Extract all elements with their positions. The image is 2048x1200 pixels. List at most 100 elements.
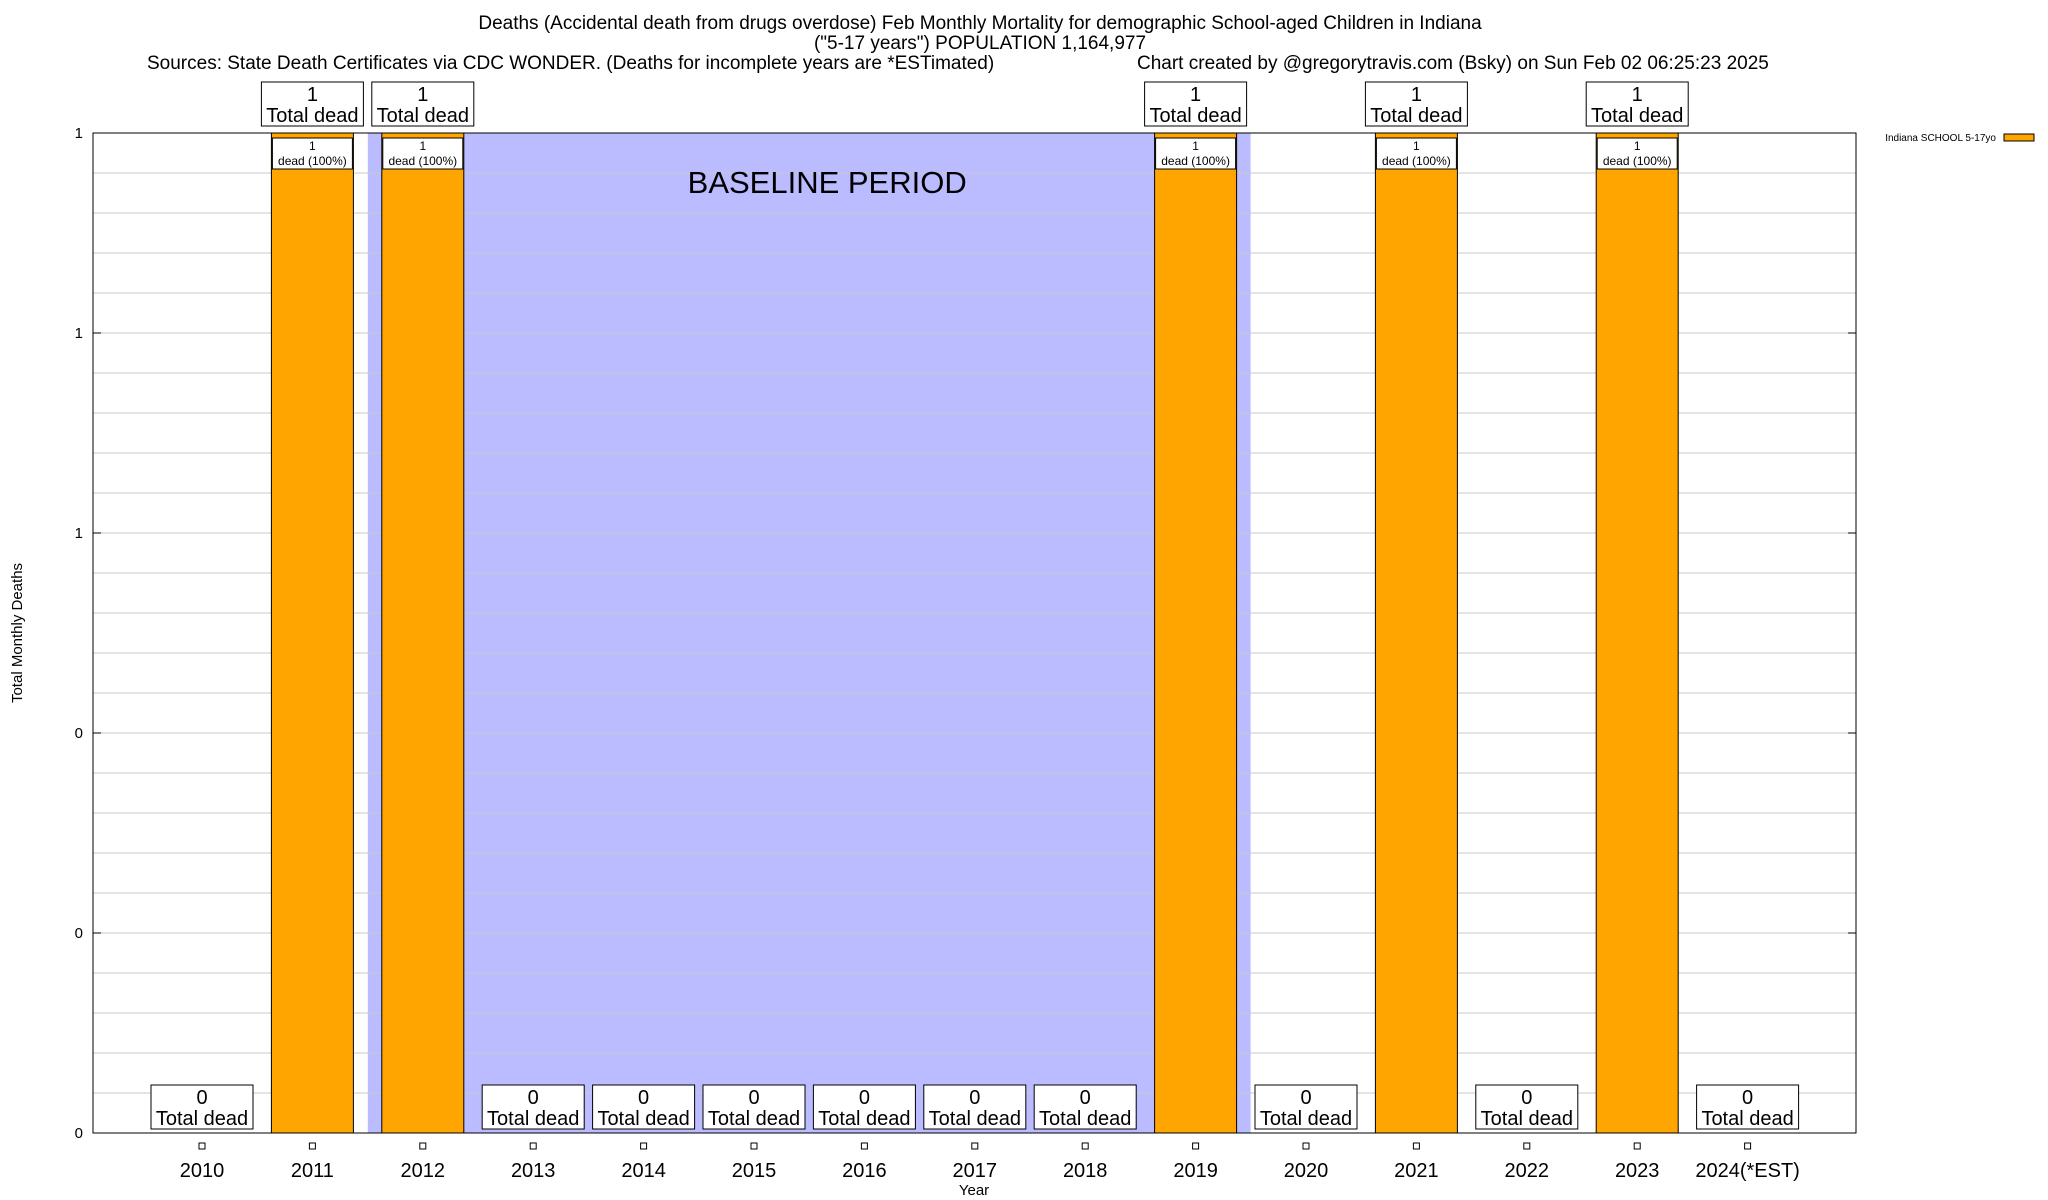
total-dead-label: Total dead xyxy=(266,105,358,127)
x-tick-marker xyxy=(419,1142,427,1150)
x-axis-title: Year xyxy=(959,1182,989,1199)
total-dead-label: Total dead xyxy=(1039,1108,1131,1130)
total-dead-label: Total dead xyxy=(1149,105,1241,127)
y-tick-label: 0 xyxy=(75,725,83,742)
x-tick-marker xyxy=(860,1142,868,1150)
x-tick-label: 2016 xyxy=(842,1160,887,1182)
y-tick-label: 1 xyxy=(75,525,83,542)
bar-value-label: 1 xyxy=(1413,139,1420,153)
x-tick-label: 2012 xyxy=(401,1160,446,1182)
total-dead-box xyxy=(481,1084,585,1130)
x-tick-label: 2020 xyxy=(1284,1160,1329,1182)
x-tick-label: 2024(*EST) xyxy=(1695,1160,1800,1182)
chart-title-line2: ("5-17 years") POPULATION 1,164,977 xyxy=(813,33,1147,54)
total-dead-count: 0 xyxy=(1080,1087,1091,1109)
total-dead-label: Total dead xyxy=(377,105,469,127)
baseline-label: BASELINE PERIOD xyxy=(688,165,967,200)
x-tick-marker xyxy=(750,1142,758,1150)
bar-value-label: 1 xyxy=(309,139,316,153)
plot-frame xyxy=(92,132,1857,1134)
x-tick-marker xyxy=(529,1142,537,1150)
y-tick-label: 0 xyxy=(75,925,83,942)
total-dead-label: Total dead xyxy=(818,1108,910,1130)
bar-percent-label: dead (100%) xyxy=(278,154,347,168)
x-tick-label: 2022 xyxy=(1505,1160,1550,1182)
chart-credit: Chart created by @gregorytravis.com (Bsk… xyxy=(1137,53,1769,74)
total-dead-label: Total dead xyxy=(929,1108,1021,1130)
bar-percent-label: dead (100%) xyxy=(1161,154,1230,168)
total-dead-count: 0 xyxy=(638,1087,649,1109)
x-tick-marker xyxy=(1744,1142,1752,1150)
total-dead-count: 0 xyxy=(196,1087,207,1109)
total-dead-label: Total dead xyxy=(156,1108,248,1130)
bar-value-box xyxy=(1596,137,1678,170)
x-tick-label: 2021 xyxy=(1394,1160,1439,1182)
total-dead-box xyxy=(150,1084,254,1130)
total-dead-count: 0 xyxy=(1300,1087,1311,1109)
total-dead-count: 0 xyxy=(1521,1087,1532,1109)
total-dead-box xyxy=(1585,81,1689,127)
bar-value-label: 1 xyxy=(1192,139,1199,153)
total-dead-label: Total dead xyxy=(1481,1108,1573,1130)
total-dead-box xyxy=(1254,1084,1358,1130)
y-tick-label: 1 xyxy=(75,325,83,342)
bar-2019 xyxy=(1154,132,1238,1134)
x-tick-marker xyxy=(1633,1142,1641,1150)
total-dead-box xyxy=(923,1084,1027,1130)
bar-value-box xyxy=(1375,137,1457,170)
total-dead-label: Total dead xyxy=(1701,1108,1793,1130)
x-tick-label: 2013 xyxy=(511,1160,556,1182)
chart-title-line1: Deaths (Accidental death from drugs over… xyxy=(478,13,1482,34)
bar-value-box xyxy=(1155,137,1237,170)
total-dead-box xyxy=(260,81,364,127)
bar-value-box xyxy=(382,137,464,170)
total-dead-box xyxy=(702,1084,806,1130)
total-dead-count: 1 xyxy=(307,84,318,106)
total-dead-label: Total dead xyxy=(1370,105,1462,127)
total-dead-label: Total dead xyxy=(708,1108,800,1130)
bar-value-label: 1 xyxy=(419,139,426,153)
x-tick-label: 2015 xyxy=(732,1160,777,1182)
x-tick-marker xyxy=(640,1142,648,1150)
x-tick-marker xyxy=(1081,1142,1089,1150)
total-dead-label: Total dead xyxy=(597,1108,689,1130)
total-dead-box xyxy=(1033,1084,1137,1130)
x-tick-marker xyxy=(308,1142,316,1150)
x-tick-marker xyxy=(1523,1142,1531,1150)
total-dead-box xyxy=(1475,1084,1579,1130)
y-tick-label: 1 xyxy=(75,125,83,142)
x-tick-label: 2017 xyxy=(953,1160,998,1182)
x-tick-marker xyxy=(1412,1142,1420,1150)
total-dead-box xyxy=(592,1084,696,1130)
total-dead-box xyxy=(1364,81,1468,127)
bar-percent-label: dead (100%) xyxy=(1382,154,1451,168)
baseline-period-band xyxy=(367,133,1251,1133)
x-tick-marker xyxy=(971,1142,979,1150)
x-tick-marker xyxy=(198,1142,206,1150)
total-dead-count: 0 xyxy=(528,1087,539,1109)
bar-2021 xyxy=(1374,132,1458,1134)
total-dead-count: 0 xyxy=(859,1087,870,1109)
x-tick-label: 2010 xyxy=(180,1160,225,1182)
total-dead-box xyxy=(812,1084,916,1130)
x-tick-marker xyxy=(1192,1142,1200,1150)
bar-percent-label: dead (100%) xyxy=(388,154,457,168)
bar-2011 xyxy=(270,132,354,1134)
bar-2023 xyxy=(1595,132,1679,1134)
total-dead-count: 1 xyxy=(417,84,428,106)
bar-value-label: 1 xyxy=(1634,139,1641,153)
total-dead-count: 1 xyxy=(1411,84,1422,106)
total-dead-label: Total dead xyxy=(487,1108,579,1130)
x-tick-label: 2014 xyxy=(621,1160,666,1182)
total-dead-label: Total dead xyxy=(1260,1108,1352,1130)
y-axis-title: Total Monthly Deaths xyxy=(9,563,26,703)
chart-sources: Sources: State Death Certificates via CD… xyxy=(147,53,995,74)
total-dead-count: 1 xyxy=(1632,84,1643,106)
x-tick-label: 2018 xyxy=(1063,1160,1108,1182)
bar-2012 xyxy=(381,132,465,1134)
total-dead-box xyxy=(1144,81,1248,127)
x-tick-label: 2019 xyxy=(1173,1160,1218,1182)
bar-value-box xyxy=(271,137,353,170)
total-dead-box xyxy=(371,81,475,127)
